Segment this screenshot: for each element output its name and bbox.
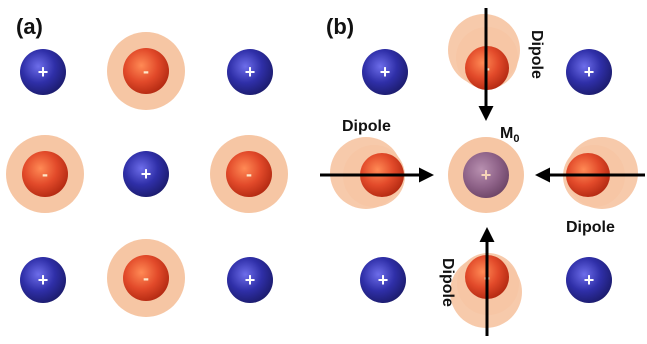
central-ion-m0: + [448,137,524,213]
cation-sign: + [141,164,152,184]
anion-sign: - [143,268,149,288]
cation-sign: + [378,270,389,290]
cation-sign: + [38,62,49,82]
cation-a-r2-c2: + [123,151,169,197]
cation-sign: + [380,62,391,82]
anion-a-r3-c2: - [107,239,185,317]
polarized-anion-right [563,137,638,209]
central-ion-sign: + [481,165,492,185]
anion-sign: - [246,164,252,184]
panel-b-label: (b) [326,14,354,39]
cation-a-r3-c1: + [20,257,66,303]
polarized-anion-left [330,137,405,209]
polarized-anion-top: - [448,14,520,90]
cation-b-top-left: + [362,49,408,95]
anion-sign: - [42,164,48,184]
cation-a-r1-c1: + [20,49,66,95]
cation-b-bottom-left: + [360,257,406,303]
cation-sign: + [245,270,256,290]
cation-b-top-right: + [566,49,612,95]
cation-sign: + [584,62,595,82]
anion-a-r1-c2: - [107,32,185,110]
anion-a-r2-c1: - [6,135,84,213]
cation-sign: + [245,62,256,82]
dipole-label-left: Dipole [342,118,391,135]
dipole-label-top: Dipole [528,30,545,79]
anion-a-r2-c3: - [210,135,288,213]
dipole-label-bottom: Dipole [439,258,456,307]
cation-sign: + [584,270,595,290]
cation-sign: + [38,270,49,290]
cation-a-r1-c3: + [227,49,273,95]
cation-b-bottom-right: + [566,257,612,303]
dipole-label-right: Dipole [566,219,615,236]
cation-a-r3-c3: + [227,257,273,303]
m0-label: M0 [500,125,519,145]
anion-sign: - [143,61,149,81]
panel-a-label: (a) [16,14,43,39]
